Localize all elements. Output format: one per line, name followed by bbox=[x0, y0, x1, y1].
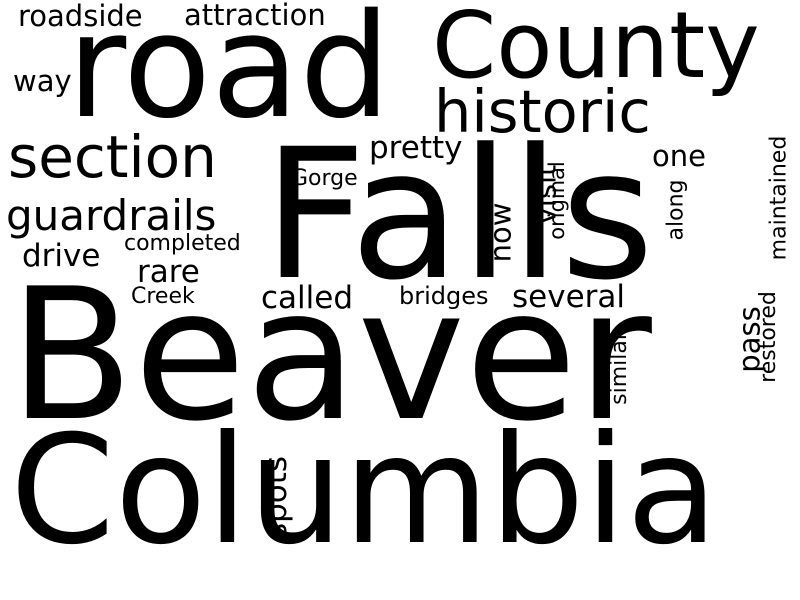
word-pass: pass bbox=[732, 306, 767, 373]
word-creek: Creek bbox=[131, 284, 195, 309]
word-historic: historic bbox=[434, 77, 651, 146]
word-upper: spots bbox=[258, 455, 295, 540]
word-guardrails: guardrails bbox=[6, 191, 217, 240]
word-rare: rare bbox=[137, 254, 200, 290]
word-called: called bbox=[261, 280, 354, 316]
word-roadside: roadside bbox=[18, 0, 143, 33]
word-drive: drive bbox=[22, 238, 101, 274]
word-pretty: pretty bbox=[369, 130, 463, 166]
word-one: one bbox=[652, 139, 706, 173]
word-falls: Falls bbox=[263, 111, 655, 320]
word-now: now bbox=[483, 202, 518, 263]
word-along: along bbox=[663, 179, 689, 241]
word-road: road bbox=[67, 0, 391, 150]
word-bridges: bridges bbox=[399, 282, 489, 310]
word-section: section bbox=[8, 123, 217, 191]
word-county: County bbox=[432, 0, 760, 99]
word-attraction: attraction bbox=[184, 0, 326, 32]
word-columbia: Columbia bbox=[10, 404, 719, 578]
word-several: several bbox=[512, 279, 625, 315]
word-way: way bbox=[13, 64, 72, 98]
word-original: original bbox=[544, 161, 569, 240]
word-maintained: maintained bbox=[766, 135, 792, 261]
word-similar: similar bbox=[606, 331, 632, 405]
word-completed: completed bbox=[124, 231, 241, 256]
word-gorge: Gorge bbox=[291, 166, 358, 191]
word-beaver: Beaver bbox=[9, 249, 652, 461]
